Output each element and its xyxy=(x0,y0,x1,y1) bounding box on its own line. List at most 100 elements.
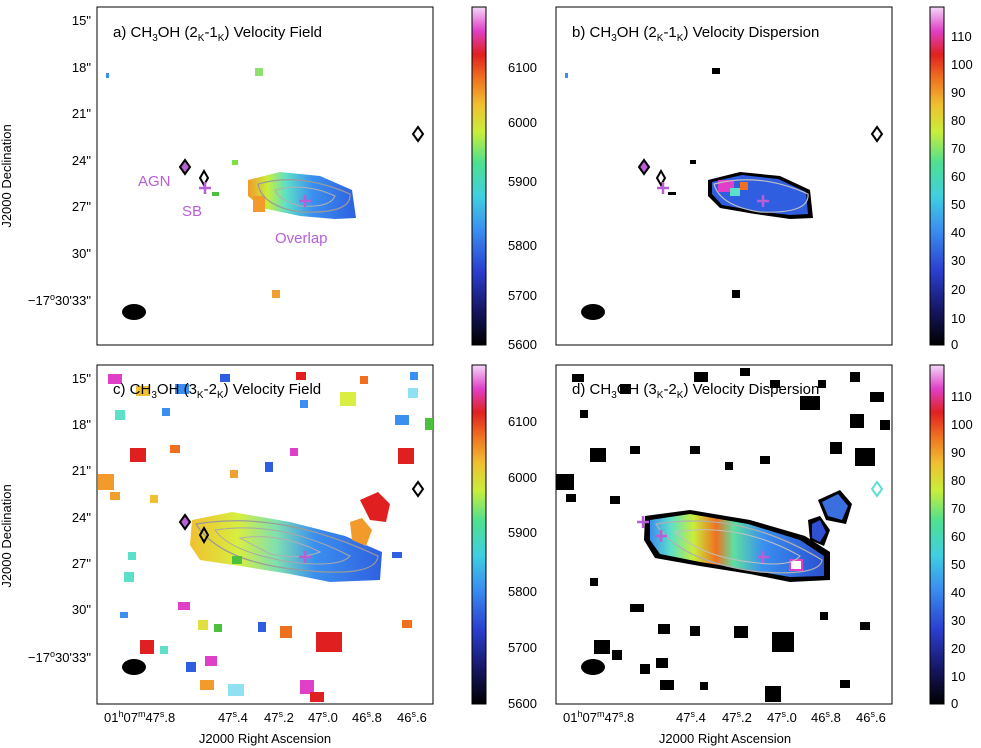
panel-d: d) CH3OH (3K-2K) Velocity Dispersion xyxy=(555,364,893,705)
cbar-tick: 5600 xyxy=(508,337,537,352)
x-tick: 47s.0 xyxy=(767,709,797,725)
cbar-tick: 5700 xyxy=(508,640,537,655)
panel-b-marker xyxy=(655,168,667,188)
panel-c-emission xyxy=(98,372,433,702)
cbar-tick: 70 xyxy=(951,141,965,156)
panel-d-sb-cross xyxy=(655,530,667,542)
panel-a-emission xyxy=(106,68,356,298)
x-tick-ra: 01h07m47s.8 xyxy=(104,709,175,725)
panel-d-frame xyxy=(555,364,893,705)
cbar-tick: 0 xyxy=(951,337,958,352)
cbar-tick: 30 xyxy=(951,613,965,628)
x-tick: 47s.0 xyxy=(308,709,338,725)
y-axis-title: J2000 Declination xyxy=(0,124,14,227)
panel-b-marker-right xyxy=(870,125,884,143)
panel-a-marker-right xyxy=(411,125,425,143)
colorbar-a-scale xyxy=(471,6,487,346)
label-overlap: Overlap xyxy=(275,230,328,247)
cbar-tick: 6100 xyxy=(508,414,537,429)
cbar-tick: 30 xyxy=(951,253,965,268)
y-tick: 30" xyxy=(72,602,91,617)
cbar-tick: 5900 xyxy=(508,174,537,189)
y-tick: 24" xyxy=(72,153,91,168)
cbar-tick: 5900 xyxy=(508,525,537,540)
cbar-tick: 90 xyxy=(951,445,965,460)
y-tick-degrees: −17o30'33" xyxy=(28,292,91,308)
cbar-tick: 40 xyxy=(951,225,965,240)
panel-c-title: c) CH3OH (3K-2K) Velocity Field xyxy=(113,381,321,401)
x-axis-c: 01h07m47s.8 47s.4 47s.2 47s.0 46s.8 46s.… xyxy=(104,709,427,746)
y-tick: 15" xyxy=(72,13,91,28)
panel-d-beam xyxy=(581,659,605,675)
colorbar-b-scale xyxy=(929,6,945,346)
x-tick: 46s.6 xyxy=(397,709,427,725)
cbar-tick: 110 xyxy=(951,29,972,44)
panel-b: b) CH3OH (2K-1K) Velocity Dispersion xyxy=(555,6,893,346)
cbar-tick: 50 xyxy=(951,557,965,572)
x-tick: 46s.6 xyxy=(856,709,886,725)
panel-a-sb-cross xyxy=(199,182,211,194)
panel-c: c) CH3OH (3K-2K) Velocity Field xyxy=(96,364,434,705)
panel-b-beam xyxy=(581,304,605,320)
x-tick: 47s.2 xyxy=(264,709,294,725)
colorbar-d-scale xyxy=(929,364,945,705)
panel-d-marker-right xyxy=(870,480,884,498)
panel-c-agn-marker xyxy=(178,513,192,531)
cbar-tick: 5800 xyxy=(508,238,537,253)
x-tick: 46s.8 xyxy=(811,709,841,725)
cbar-tick: 5800 xyxy=(508,584,537,599)
y-tick: 30" xyxy=(72,246,91,261)
panel-b-agn-marker xyxy=(637,158,651,176)
panel-d-emission xyxy=(556,368,890,702)
y-axis-top: J2000 Declination 15" 18" 21" 24" 27" 30… xyxy=(0,13,91,308)
y-tick-degrees: −17o30'33" xyxy=(28,649,91,665)
cbar-tick: 6000 xyxy=(508,470,537,485)
cbar-tick: 60 xyxy=(951,169,965,184)
panel-c-overlap-cross xyxy=(299,551,311,563)
x-tick: 47s.2 xyxy=(722,709,752,725)
colorbar-c-scale xyxy=(471,364,487,705)
cbar-tick: 40 xyxy=(951,585,965,600)
panel-b-overlap-cross xyxy=(757,195,769,207)
cbar-tick: 70 xyxy=(951,501,965,516)
panel-c-beam xyxy=(122,659,146,675)
panel-b-emission xyxy=(565,68,813,298)
panel-b-title: b) CH3OH (2K-1K) Velocity Dispersion xyxy=(572,24,819,44)
panel-d-title: d) CH3OH (3K-2K) Velocity Dispersion xyxy=(572,381,819,401)
cbar-tick: 60 xyxy=(951,529,965,544)
panel-b-sb-cross xyxy=(657,182,669,194)
cbar-tick: 6100 xyxy=(508,60,537,75)
colorbar-b: 0 10 20 30 40 50 60 70 80 90 100 110 xyxy=(929,6,973,352)
y-axis-title: J2000 Declination xyxy=(0,484,14,587)
cbar-tick: 10 xyxy=(951,669,965,684)
colorbar-d: 0 10 20 30 40 50 60 70 80 90 100 110 xyxy=(929,364,973,711)
x-axis-title: J2000 Right Ascension xyxy=(659,731,791,746)
panel-a-beam xyxy=(122,304,146,320)
y-tick: 21" xyxy=(72,106,91,121)
y-tick: 21" xyxy=(72,463,91,478)
panel-a: a) CH3OH (2K-1K) Velocity Field AGN SB O… xyxy=(96,6,434,346)
x-tick: 47s.4 xyxy=(218,709,248,725)
label-agn: AGN xyxy=(138,173,171,190)
panel-a-agn-marker xyxy=(178,158,192,176)
colorbar-a: 5600 5700 5800 5900 6000 6100 xyxy=(471,6,537,352)
cbar-tick: 0 xyxy=(951,696,958,711)
x-axis-title: J2000 Right Ascension xyxy=(199,731,331,746)
cbar-tick: 5700 xyxy=(508,288,537,303)
cbar-tick: 50 xyxy=(951,197,965,212)
cbar-tick: 10 xyxy=(951,311,965,326)
cbar-tick: 5600 xyxy=(508,696,537,711)
y-tick: 24" xyxy=(72,510,91,525)
y-tick: 15" xyxy=(72,371,91,386)
label-sb: SB xyxy=(182,203,202,220)
cbar-tick: 110 xyxy=(951,389,972,404)
panel-a-title: a) CH3OH (2K-1K) Velocity Field xyxy=(113,24,322,44)
cbar-tick: 80 xyxy=(951,113,965,128)
cbar-tick: 6000 xyxy=(508,115,537,130)
y-tick: 27" xyxy=(72,199,91,214)
y-tick: 18" xyxy=(72,417,91,432)
colorbar-c: 5600 5700 5800 5900 6000 6100 xyxy=(471,364,537,711)
panel-d-overlap-cross xyxy=(757,551,769,563)
cbar-tick: 20 xyxy=(951,641,965,656)
